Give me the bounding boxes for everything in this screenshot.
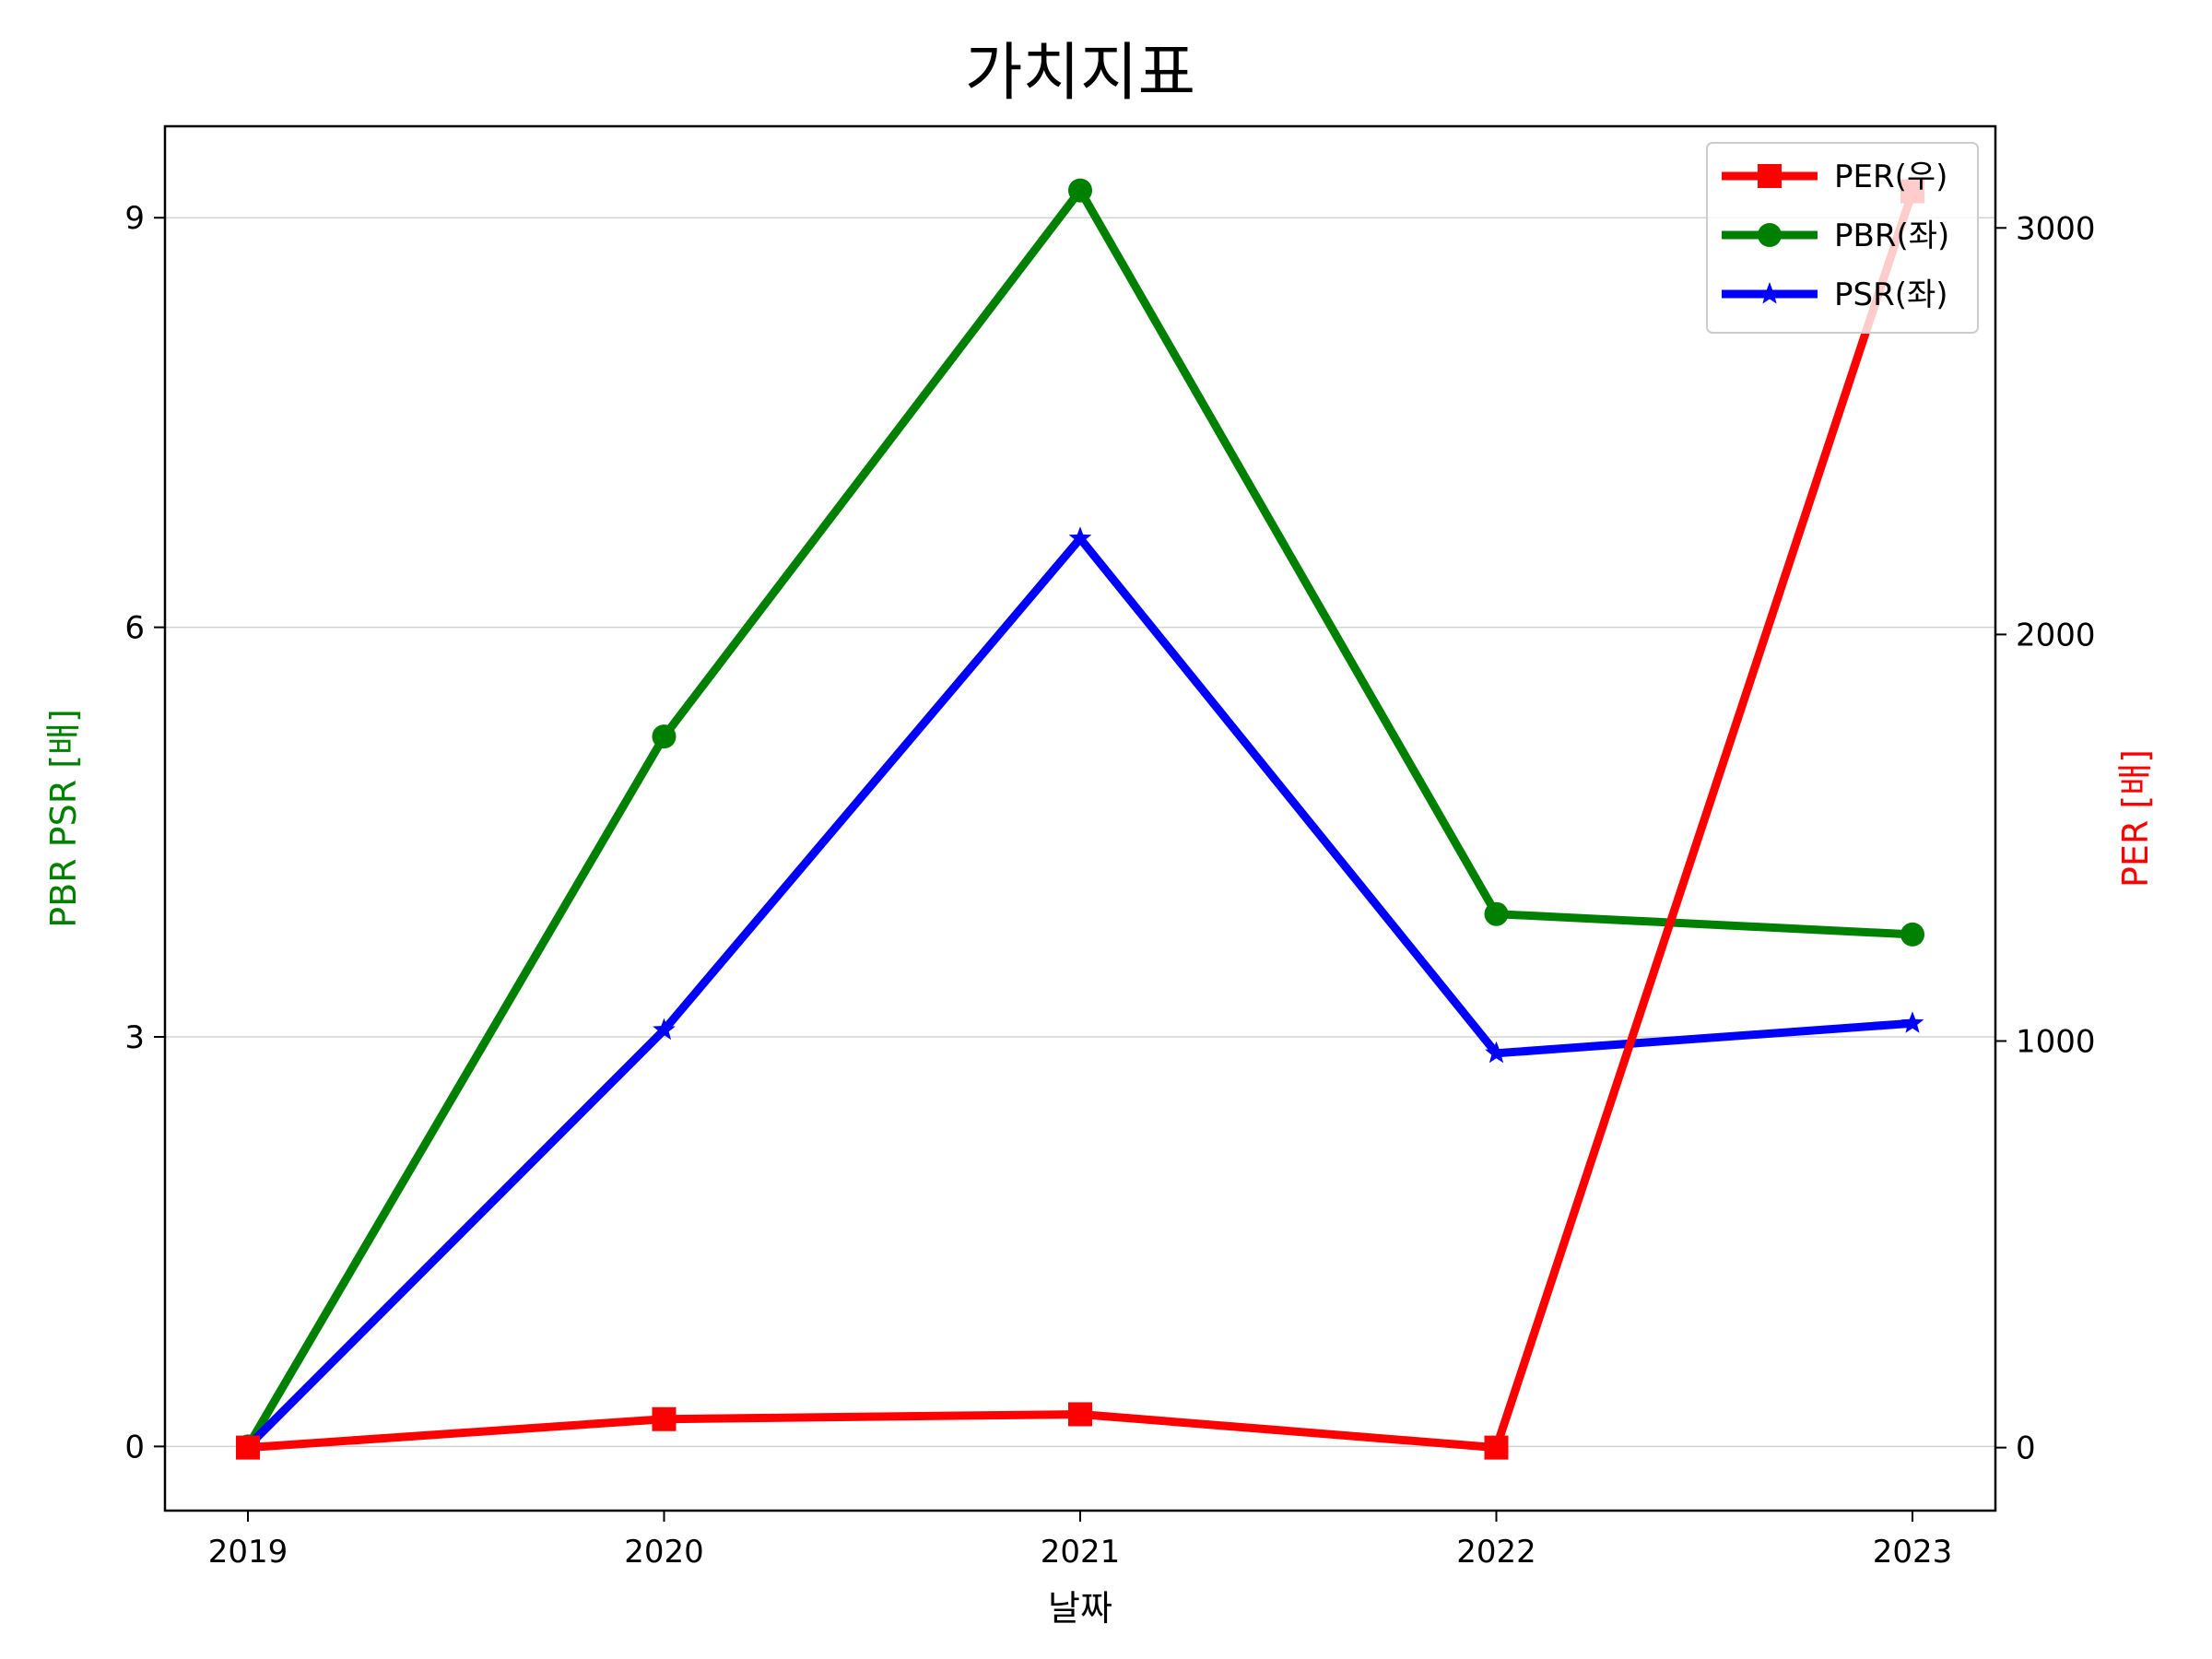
y-axis-label-right: PER [배]	[2115, 749, 2156, 888]
y-tick-label-right: 2000	[2016, 617, 2096, 653]
psr-point	[653, 1018, 676, 1041]
per-point	[652, 1406, 677, 1431]
y-tick-label-left: 6	[124, 610, 145, 647]
pbr-point	[652, 724, 677, 749]
x-tick-label: 2019	[208, 1534, 288, 1571]
y-tick-label-right: 1000	[2016, 1024, 2096, 1061]
legend: PER(우) PBR(좌) PSR(좌)	[1706, 142, 1979, 334]
legend-box	[1706, 142, 1979, 334]
y-tick-label-left: 3	[124, 1019, 145, 1056]
legend-label-psr: PSR(좌)	[1834, 276, 1948, 313]
per-point	[236, 1435, 260, 1460]
legend-marker-psr	[1758, 282, 1782, 304]
per-point	[1484, 1435, 1509, 1460]
legend-label-pbr: PBR(좌)	[1834, 218, 1949, 254]
chart-title: 가치지표	[965, 37, 1195, 110]
x-tick-label: 2022	[1456, 1534, 1536, 1571]
y-tick-label-right: 0	[2016, 1430, 2036, 1467]
x-tick-label: 2021	[1041, 1534, 1121, 1571]
x-tick-label: 2023	[1873, 1534, 1953, 1571]
x-axis-label: 날짜	[1048, 1588, 1112, 1629]
legend-label-per: PER(우)	[1834, 159, 1947, 195]
psr-line	[243, 534, 1917, 1451]
y-tick-label-left: 9	[124, 200, 145, 237]
y-tick-label-right: 3000	[2016, 210, 2096, 247]
series-layer	[236, 178, 1924, 1460]
grid-lines	[165, 217, 1995, 1448]
per-point	[1068, 1402, 1092, 1427]
pbr-line	[243, 186, 1917, 1451]
y-tick-label-left: 0	[124, 1429, 145, 1465]
psr-point	[1485, 1041, 1508, 1064]
axes: 0 3 6 9 0 1000 2000 3000 2019 2020 2021 2022 2023	[124, 200, 2095, 1571]
pbr-point	[1900, 922, 1924, 947]
pbr-point	[1068, 178, 1092, 203]
per-line	[243, 187, 1917, 1453]
y-axis-label-left: PBR PSR [배]	[43, 709, 84, 928]
plot-frame	[163, 124, 1997, 1512]
x-tick-label: 2020	[624, 1534, 704, 1571]
pbr-point	[1484, 901, 1509, 926]
psr-point	[1068, 526, 1092, 548]
psr-point	[1900, 1011, 1924, 1033]
legend-marker-pbr	[1758, 223, 1782, 247]
legend-marker-per	[1758, 164, 1782, 188]
